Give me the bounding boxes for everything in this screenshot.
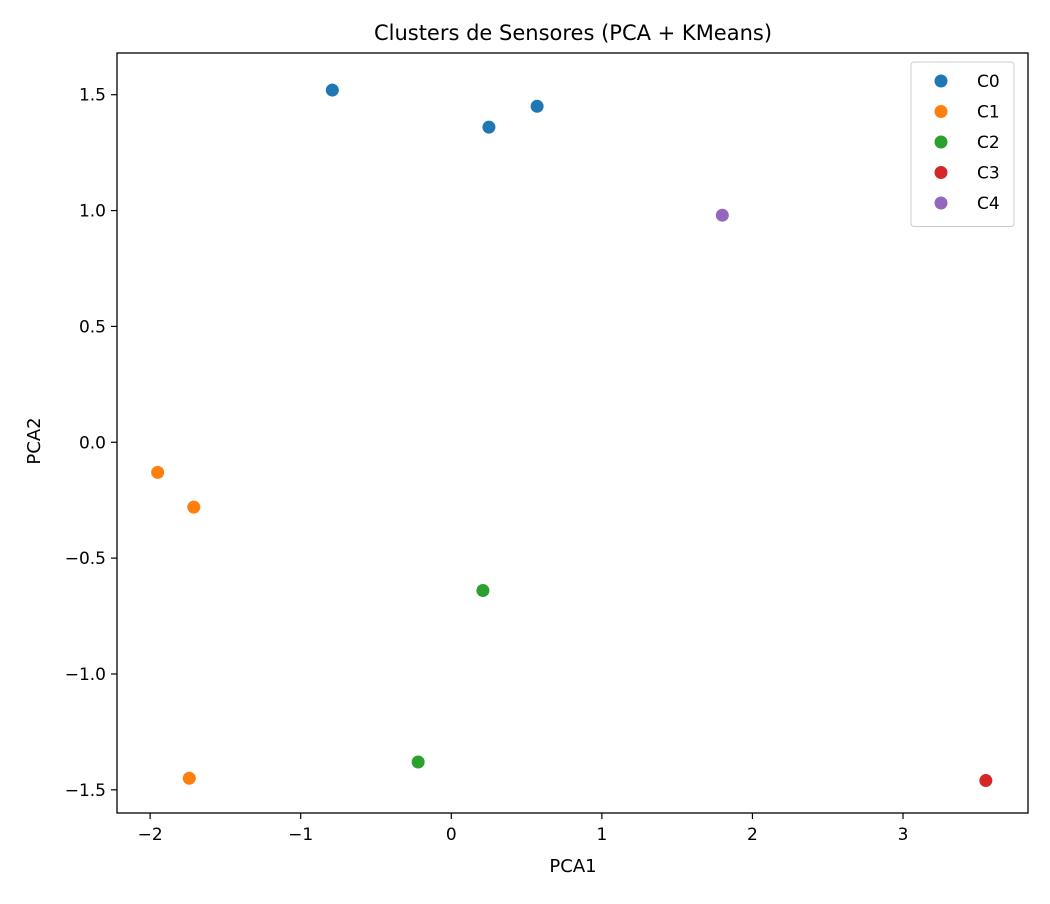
y-axis: −1.5 −1.0 −0.5 0.0 0.5 1.0 1.5 (65, 86, 117, 801)
x-tick-label: 1 (596, 825, 607, 845)
data-point-c0 (482, 120, 496, 134)
plot-frame (116, 52, 1029, 814)
y-tick-label: 1.0 (79, 202, 106, 222)
legend-box (910, 61, 1015, 227)
legend-label: C3 (977, 164, 1000, 184)
data-point-c2 (476, 584, 490, 598)
data-point-c3 (979, 774, 993, 788)
x-axis: −2 −1 0 1 2 3 (138, 813, 909, 845)
y-tick-label: −1.5 (65, 781, 106, 801)
legend-marker (934, 196, 948, 210)
x-axis-label: PCA1 (549, 856, 596, 877)
x-tick-label: 3 (898, 825, 909, 845)
y-tick-label: −1.0 (65, 665, 106, 685)
chart-title: Clusters de Sensores (PCA + KMeans) (374, 21, 772, 45)
legend-marker (934, 105, 948, 118)
y-tick-label: 0.5 (79, 317, 106, 337)
y-tick-label: 0.0 (79, 433, 106, 453)
x-tick-label: −2 (138, 825, 163, 845)
data-point-c4 (715, 208, 729, 222)
data-point-c1 (182, 771, 196, 785)
x-tick-label: 2 (747, 825, 758, 845)
plot-points (151, 83, 993, 788)
data-point-c1 (187, 500, 201, 514)
y-tick-label: −0.5 (65, 549, 106, 569)
data-point-c0 (325, 83, 339, 97)
y-axis-label: PCA2 (24, 417, 45, 464)
legend-marker (934, 135, 948, 149)
legend: C0 C1 C2 C3 C4 (910, 61, 1015, 227)
y-tick-label: 1.5 (79, 86, 106, 106)
legend-label: C2 (977, 133, 1000, 153)
legend-marker (934, 74, 948, 88)
legend-label: C4 (977, 194, 1000, 214)
data-point-c0 (530, 99, 544, 113)
data-point-c2 (411, 755, 425, 769)
x-tick-label: 0 (446, 825, 457, 845)
legend-label: C1 (977, 103, 1000, 123)
data-point-c1 (151, 465, 165, 479)
x-tick-label: −1 (288, 825, 313, 845)
legend-label: C0 (977, 72, 1000, 92)
legend-marker (934, 166, 948, 179)
